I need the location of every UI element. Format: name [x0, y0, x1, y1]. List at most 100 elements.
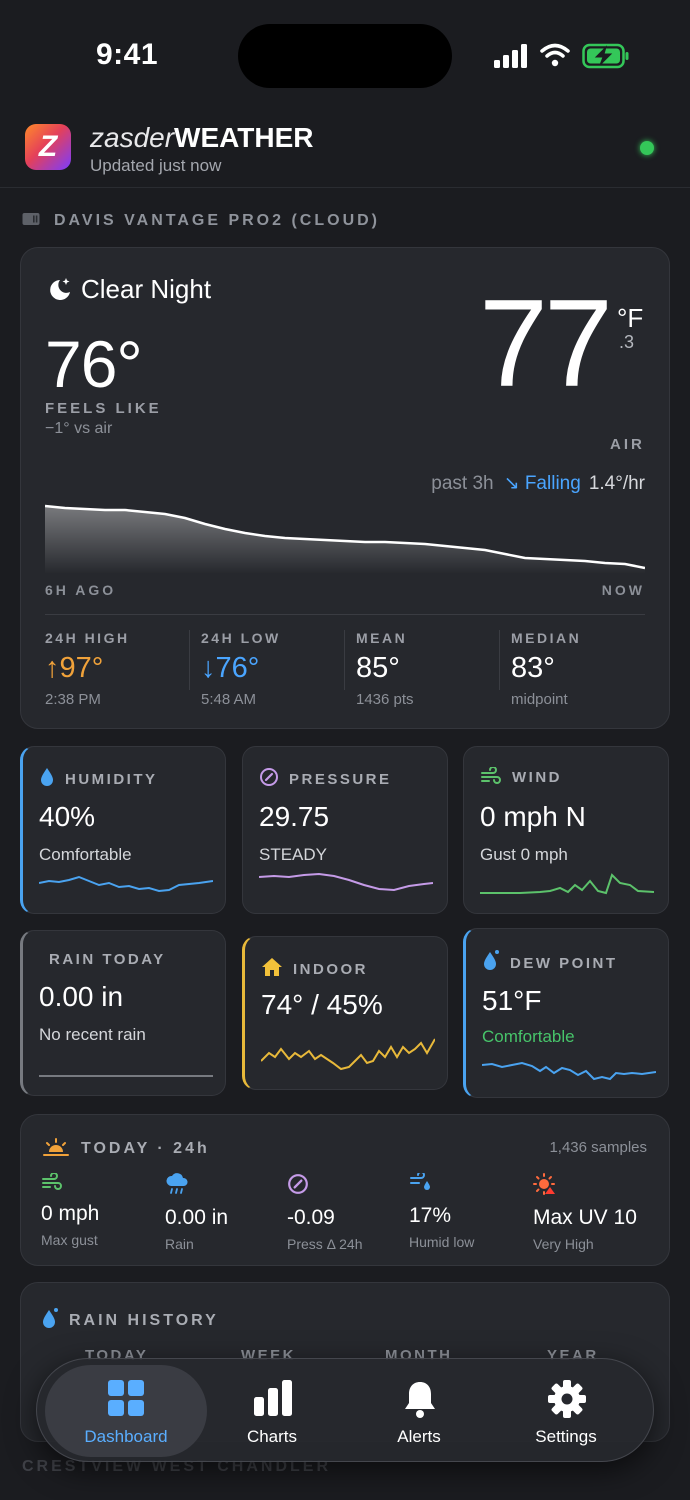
gauge-icon — [288, 1174, 308, 1194]
rain-today-tile[interactable]: RAIN TODAY 0.00 in No recent rain — [20, 930, 226, 1096]
tile-label-text: PRESSURE — [289, 771, 392, 788]
up-arrow-icon: ↑ — [45, 652, 60, 684]
temperature-decimal: .3 — [619, 332, 635, 352]
pressure-value: 29.75 — [259, 801, 330, 832]
indoor-value: 74° / 45% — [261, 989, 383, 1020]
rain-cloud-icon — [166, 1173, 188, 1194]
dew-point-status: Comfortable — [482, 1027, 575, 1046]
trend-arrow-icon: ↘ — [503, 473, 520, 494]
today-pressure-delta: -0.09 Press Δ 24h — [287, 1173, 363, 1252]
condition-title: Clear Night — [47, 274, 211, 305]
today-value: 0 mph — [41, 1202, 100, 1225]
tab-alerts[interactable]: Alerts — [338, 1365, 500, 1457]
tile-label-text: WIND — [512, 769, 562, 786]
humidity-sparkline — [39, 875, 213, 893]
sparkline-axis-start: 6H AGO — [45, 582, 117, 598]
tab-dashboard[interactable]: Dashboard — [45, 1365, 207, 1457]
humidity-wind-icon — [410, 1171, 430, 1190]
wind-sparkline — [480, 873, 654, 895]
trend-window: past 3h — [431, 473, 494, 494]
tile-label-text: INDOOR — [293, 961, 368, 978]
secondary-station-heading: CRESTVIEW WEST CHANDLER — [22, 1458, 331, 1475]
bar-chart-icon — [254, 1380, 292, 1416]
feels-like-delta: −1° vs air — [45, 420, 113, 437]
wind-icon — [42, 1172, 62, 1190]
today-humidity-low: 17% Humid low — [409, 1171, 475, 1250]
low-value: 76° — [215, 652, 260, 684]
today-value: 0.00 in — [165, 1206, 229, 1229]
logo-letter: Z — [38, 130, 58, 163]
wind-value: 0 mph N — [480, 801, 586, 832]
today-value: -0.09 — [287, 1206, 335, 1229]
divider — [499, 630, 500, 690]
dew-drop-icon — [484, 950, 499, 970]
connection-status-dot — [640, 141, 654, 155]
stat-label: MEAN — [356, 630, 408, 646]
high-value: 97° — [59, 652, 104, 684]
dew-point-tile[interactable]: DEW POINT 51°F Comfortable — [463, 928, 669, 1098]
trend-rate: 1.4°/hr — [588, 473, 645, 494]
app-logo[interactable]: Z — [25, 124, 71, 170]
app-title: zasderWEATHER — [90, 122, 314, 154]
wind-tile[interactable]: WIND 0 mph N Gust 0 mph — [463, 746, 669, 914]
sparkline-axis-end: NOW — [601, 582, 645, 598]
bottom-tab-bar: Dashboard Charts Alerts Settings — [36, 1358, 654, 1462]
tile-label: INDOOR — [261, 957, 368, 978]
stat-sub: 2:38 PM — [45, 691, 101, 708]
rain-value: 0.00 in — [39, 981, 124, 1012]
humidity-value: 40% — [39, 801, 96, 832]
dew-point-sparkline — [482, 1061, 656, 1081]
battery-charging-icon — [582, 43, 629, 69]
bell-icon — [405, 1382, 435, 1418]
tab-label: Settings — [535, 1427, 597, 1446]
stat-mean: MEAN 85° 1436 pts — [356, 630, 506, 708]
today-title-text: TODAY · 24h — [81, 1140, 210, 1157]
temperature-unit: °F — [617, 303, 644, 333]
temperature-trend: past 3h ↘ Falling 1.4°/hr — [431, 472, 645, 495]
pressure-tile[interactable]: PRESSURE 29.75 STEADY — [242, 746, 448, 914]
divider — [189, 630, 190, 690]
stat-24h-low: 24H LOW ↓76° 5:48 AM — [201, 630, 351, 708]
stat-value: 85° — [356, 652, 400, 684]
today-label: Press Δ 24h — [287, 1236, 363, 1252]
tab-label: Alerts — [397, 1427, 441, 1446]
feels-like-value: 76° — [45, 327, 143, 401]
pressure-status: STEADY — [259, 845, 328, 864]
divider — [344, 630, 345, 690]
temperature-sparkline — [45, 504, 645, 574]
rain-history-title: RAIN HISTORY — [41, 1307, 219, 1330]
divider — [45, 614, 645, 615]
down-arrow-icon: ↓ — [201, 652, 216, 684]
indoor-tile[interactable]: INDOOR 74° / 45% — [242, 936, 448, 1090]
tab-settings[interactable]: Settings — [485, 1365, 647, 1457]
pressure-sparkline — [259, 872, 433, 892]
stat-value: 83° — [511, 652, 555, 684]
dynamic-island — [238, 24, 452, 88]
tile-label: DEW POINT — [482, 949, 618, 972]
rain-status: No recent rain — [39, 1025, 146, 1044]
today-label: Rain — [165, 1236, 194, 1252]
today-max-uv: Max UV 10 Very High — [533, 1173, 637, 1252]
tab-charts[interactable]: Charts — [191, 1365, 353, 1457]
dew-point-value: 51°F — [482, 985, 542, 1016]
rain-history-title-text: RAIN HISTORY — [69, 1312, 219, 1329]
humidity-tile[interactable]: HUMIDITY 40% Comfortable — [20, 746, 226, 914]
tile-label-text: RAIN TODAY — [49, 951, 166, 968]
gauge-icon — [260, 768, 278, 786]
current-conditions-card[interactable]: Clear Night 76° FEELS LIKE −1° vs air 77… — [20, 247, 670, 729]
feels-like-label: FEELS LIKE — [45, 400, 162, 417]
today-summary-card[interactable]: TODAY · 24h 1,436 samples 0 mph Max gust… — [20, 1114, 670, 1266]
dashboard-grid-icon — [108, 1380, 144, 1416]
rain-sparkline — [39, 1075, 213, 1077]
stat-label: MEDIAN — [511, 630, 582, 646]
condition-text: Clear Night — [81, 274, 212, 304]
station-device-icon — [22, 213, 40, 225]
today-label: Humid low — [409, 1234, 475, 1250]
wifi-icon — [540, 43, 570, 67]
app-header: Z zasderWEATHER Updated just now — [0, 112, 690, 188]
today-max-gust: 0 mph Max gust — [41, 1172, 100, 1248]
tab-label: Dashboard — [84, 1427, 168, 1446]
indoor-sparkline — [261, 1038, 435, 1071]
air-label: AIR — [610, 436, 645, 453]
water-drop-icon — [41, 768, 53, 786]
